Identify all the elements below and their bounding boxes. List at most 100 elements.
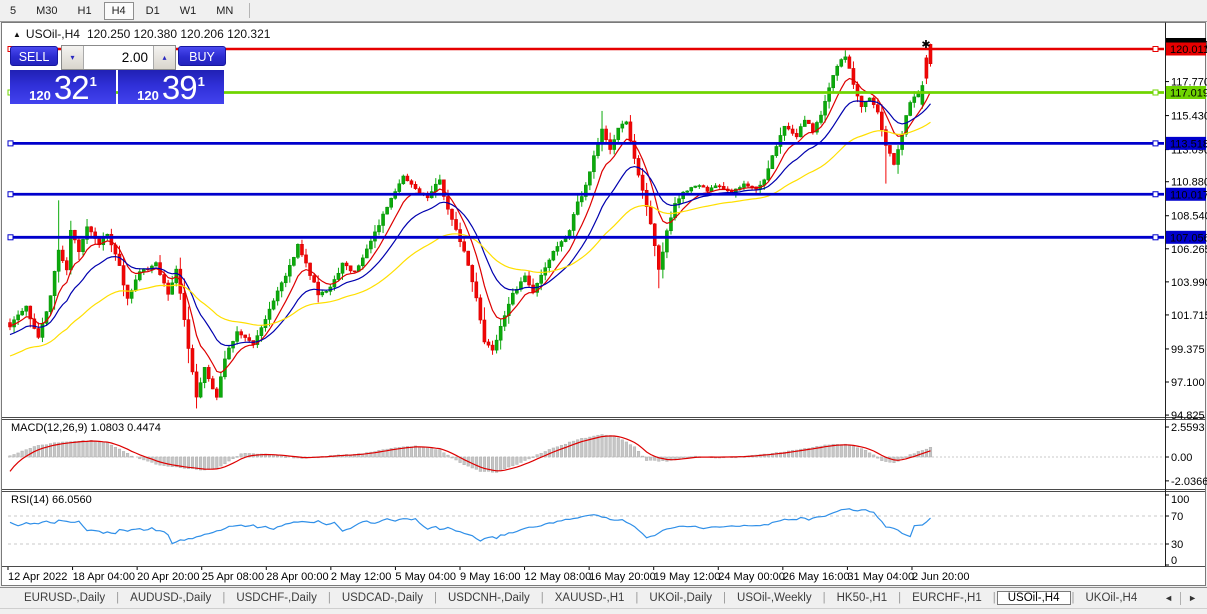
tab-eurusd-daily[interactable]: EURUSD-,Daily xyxy=(24,592,106,604)
toolbar-separator xyxy=(249,3,251,18)
tab-ukoil-h4[interactable]: UKOil-,H4 xyxy=(1085,592,1138,604)
date-tick-label: 25 Apr 08:00 xyxy=(202,571,264,583)
timeframe-button-w1[interactable]: W1 xyxy=(179,4,197,17)
tab-usdchf-daily[interactable]: USDCHF-,Daily xyxy=(236,592,317,604)
timeframe-button-m30[interactable]: M30 xyxy=(36,4,58,17)
timeframe-button-h1[interactable]: H1 xyxy=(77,4,92,17)
markers: ✱ xyxy=(921,39,930,51)
chart-symbol-label: USOil-,H4 xyxy=(25,27,80,41)
price-tick-label: 101.715 xyxy=(1171,310,1207,322)
tab-usdcnh-daily[interactable]: USDCNH-,Daily xyxy=(447,592,530,604)
price-tick-label: 106.265 xyxy=(1171,244,1207,256)
chart-frame xyxy=(1,22,1206,586)
price-level-line-110.017[interactable] xyxy=(7,191,1164,198)
tab-scroll-left-button[interactable]: ◄ xyxy=(1164,593,1174,603)
rsi-indicator-label: RSI(14) 66.0560 xyxy=(11,494,92,506)
tab-separator: | xyxy=(327,592,331,604)
rsi-tick-label: 100 xyxy=(1171,494,1189,506)
volume-stepper: ▾ ▴ xyxy=(61,45,176,70)
price-level-line-107.056[interactable] xyxy=(7,234,1164,241)
macd-indicator-label: MACD(12,26,9) 1.0803 0.4474 xyxy=(11,422,161,434)
date-tick-label: 12 Apr 2022 xyxy=(8,571,67,583)
svg-text:113.518: 113.518 xyxy=(1170,138,1207,150)
level-badge-113.518: 113.518 xyxy=(1166,136,1207,150)
rsi-tick-label: 0 xyxy=(1171,555,1177,567)
tab-scroll-right-button[interactable]: ► xyxy=(1188,593,1197,603)
tab-separator: | xyxy=(116,592,120,604)
macd-tick-label: 2.5593 xyxy=(1171,422,1205,434)
status-strip xyxy=(0,608,1207,614)
timeframe-button-d1[interactable]: D1 xyxy=(145,4,160,17)
tab-separator: | xyxy=(635,592,639,604)
tab-scroll-arrows: ◄ ► xyxy=(1157,591,1204,605)
date-tick-label: 31 May 04:00 xyxy=(847,571,914,583)
tab-separator: | xyxy=(222,592,226,604)
timeframe-button-h4[interactable]: H4 xyxy=(103,1,134,20)
timeframe-button-5[interactable]: 5 xyxy=(10,4,17,17)
tab-eurchf-h1[interactable]: EURCHF-,H1 xyxy=(912,592,982,604)
date-tick-label: 20 Apr 20:00 xyxy=(137,571,199,583)
timeframe-toolbar: 5 M30 H1 H4 D1 W1 MN xyxy=(0,0,1207,22)
chart-tab-bar: EURUSD-,Daily | AUDUSD-,Daily | USDCHF-,Dail… xyxy=(0,587,1207,608)
tab-usdcad-daily[interactable]: USDCAD-,Daily xyxy=(341,592,423,604)
svg-text:120.011: 120.011 xyxy=(1170,44,1207,56)
level-badge-120.011: 120.011 xyxy=(1166,42,1207,56)
macd-signal-line xyxy=(9,435,931,472)
collapse-arrow-icon[interactable]: ▲ xyxy=(13,30,21,39)
sell-price-sup: 1 xyxy=(89,74,97,89)
price-level-line-113.518[interactable] xyxy=(7,140,1164,147)
tab-separator: | xyxy=(822,592,826,604)
sell-price-button[interactable]: 120 32 1 xyxy=(10,70,116,104)
last-candle-marker-icon: ✱ xyxy=(921,39,930,51)
date-tick-label: 12 May 08:00 xyxy=(525,571,592,583)
buy-button[interactable]: BUY xyxy=(178,46,226,66)
rsi-line xyxy=(9,508,931,545)
tab-separator: | xyxy=(898,592,902,604)
tab-xauusd-h1[interactable]: XAUUSD-,H1 xyxy=(554,592,625,604)
volume-input[interactable] xyxy=(84,46,153,69)
price-tick-label: 103.990 xyxy=(1171,277,1207,289)
date-tick-label: 16 May 20:00 xyxy=(589,571,656,583)
tab-audusd-daily[interactable]: AUDUSD-,Daily xyxy=(130,592,212,604)
tab-hk50-h1[interactable]: HK50-,H1 xyxy=(836,592,888,604)
chart-title: ▲ USOil-,H4 120.250 120.380 120.206 120.32… xyxy=(13,27,270,41)
rsi-tick-label: 70 xyxy=(1171,511,1183,523)
tab-usoil-h4[interactable]: USOil-,H4 xyxy=(996,591,1071,605)
date-tick-label: 18 Apr 04:00 xyxy=(73,571,135,583)
tab-usoil-weekly[interactable]: USOil-,Weekly xyxy=(737,592,812,604)
rsi-tick-label: 30 xyxy=(1171,539,1183,551)
tab-separator: | xyxy=(723,592,727,604)
svg-text:110.017: 110.017 xyxy=(1170,189,1207,201)
buy-price-button[interactable]: 120 39 1 xyxy=(118,70,224,104)
sell-price-big: 32 xyxy=(53,69,90,106)
date-tick-label: 28 Apr 00:00 xyxy=(266,571,328,583)
tab-ukoil-daily[interactable]: UKOil-,Daily xyxy=(649,592,713,604)
date-tick-label: 26 May 16:00 xyxy=(783,571,850,583)
sell-button[interactable]: SELL xyxy=(10,46,58,66)
date-tick-label: 19 May 12:00 xyxy=(654,571,721,583)
price-tick-label: 94.825 xyxy=(1171,410,1205,422)
volume-increase-button[interactable]: ▴ xyxy=(153,46,175,69)
level-badge-107.056: 107.056 xyxy=(1166,230,1207,244)
one-click-top-row: SELL ▾ ▴ BUY xyxy=(10,45,226,70)
macd-tick-label: 0.00 xyxy=(1171,452,1192,464)
tab-arrow-divider xyxy=(1180,591,1182,605)
price-tick-label: 108.540 xyxy=(1171,211,1207,223)
timeframe-button-mn[interactable]: MN xyxy=(216,4,234,17)
price-tick-label: 115.430 xyxy=(1171,111,1207,123)
buy-price-big: 39 xyxy=(161,69,198,106)
price-badges: 120.321120.011117.019113.518110.017107.0… xyxy=(1166,37,1207,244)
volume-decrease-button[interactable]: ▾ xyxy=(62,46,84,69)
tab-separator: | xyxy=(992,592,996,604)
ma-medium-line xyxy=(9,100,931,347)
date-tick-label: 2 May 12:00 xyxy=(331,571,392,583)
one-click-prices: 120 32 1 120 39 1 xyxy=(10,70,226,104)
price-tick-label: 110.880 xyxy=(1171,177,1207,189)
time-axis: 12 Apr 2022 18 Apr 04:00 20 Apr 20:00 25 Ap… xyxy=(7,567,969,583)
buy-price-prefix: 120 xyxy=(137,88,159,103)
price-tick-label: 117.770 xyxy=(1171,77,1207,89)
macd-tick-label: -2.0366 xyxy=(1171,476,1207,488)
